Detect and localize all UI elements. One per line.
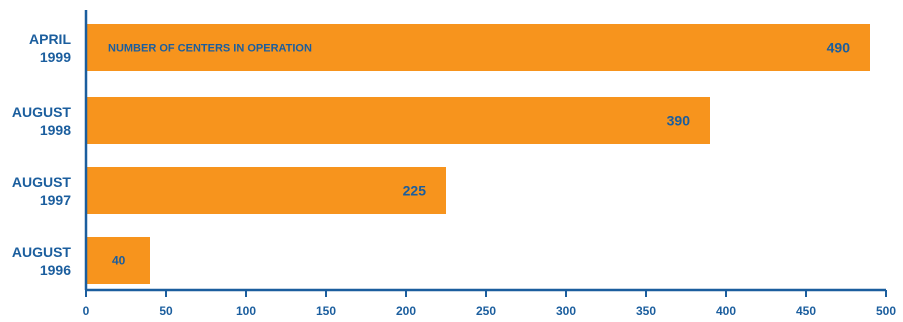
- category-label-1-line2: 1998: [40, 122, 71, 138]
- x-tick-label-6: 300: [556, 304, 576, 318]
- bar-2: [86, 167, 446, 214]
- x-tick-label-0: 0: [83, 304, 90, 318]
- category-label-2-line2: 1997: [40, 192, 71, 208]
- bar-value-label-3: 40: [112, 254, 126, 268]
- category-label-1-line1: AUGUST: [12, 104, 72, 120]
- bar-value-label-2: 225: [403, 183, 427, 199]
- x-tick-label-3: 150: [316, 304, 336, 318]
- bar-1: [86, 97, 710, 144]
- x-tick-label-7: 350: [636, 304, 656, 318]
- x-tick-label-8: 400: [716, 304, 736, 318]
- category-label-0-line2: 1999: [40, 49, 71, 65]
- x-tick-label-4: 200: [396, 304, 416, 318]
- category-label-2-line1: AUGUST: [12, 174, 72, 190]
- bar-value-label-0: 490: [827, 40, 851, 56]
- category-label-0-line1: APRIL: [29, 31, 71, 47]
- category-labels: APRIL 1999 AUGUST 1998 AUGUST 1997 AUGUST 1996: [12, 31, 72, 278]
- bars-group: 490 390 225 40: [86, 24, 870, 284]
- x-axis: 0 50 100 150 200 250 300 350 400 450 500: [83, 10, 896, 318]
- bar-value-label-1: 390: [667, 113, 691, 129]
- bar-0: [86, 24, 870, 71]
- x-tick-label-2: 100: [236, 304, 256, 318]
- bar-3: [86, 237, 150, 284]
- series-label: NUMBER OF CENTERS IN OPERATION: [108, 43, 312, 55]
- category-label-3-line2: 1996: [40, 262, 71, 278]
- category-label-3-line1: AUGUST: [12, 244, 72, 260]
- x-tick-label-1: 50: [159, 304, 173, 318]
- x-tick-label-9: 450: [796, 304, 816, 318]
- x-tick-label-5: 250: [476, 304, 496, 318]
- x-tick-label-10: 500: [876, 304, 896, 318]
